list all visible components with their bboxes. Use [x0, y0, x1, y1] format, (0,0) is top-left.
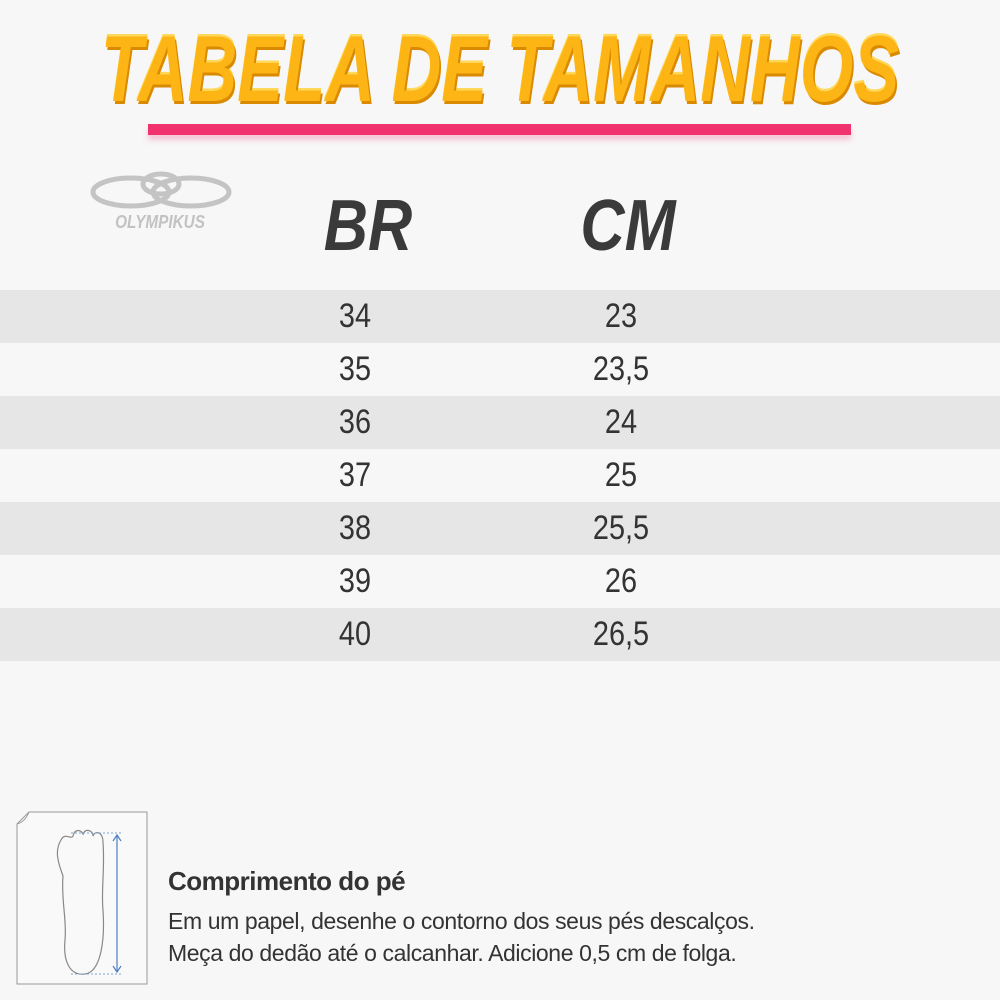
table-row: 34 23 — [0, 290, 1000, 343]
table-row: 37 25 — [0, 449, 1000, 502]
br-size: 34 — [338, 297, 372, 335]
br-size: 38 — [338, 509, 372, 547]
br-size: 37 — [338, 456, 372, 494]
cm-size: 23 — [604, 297, 638, 335]
br-size: 36 — [338, 403, 372, 441]
cm-size: 26 — [604, 562, 638, 600]
size-table: 34 23 35 23,5 36 24 37 25 38 25,5 39 26 40 26,5 — [0, 290, 1000, 661]
table-row: 40 26,5 — [0, 608, 1000, 661]
column-header-cm: CM — [580, 186, 676, 266]
table-row: 35 23,5 — [0, 343, 1000, 396]
br-size: 35 — [338, 350, 372, 388]
cm-size: 25,5 — [592, 509, 650, 547]
logo-text: OLYMPIKUS — [115, 212, 205, 232]
br-size: 40 — [338, 615, 372, 653]
cm-size: 23,5 — [592, 350, 650, 388]
cm-size: 25 — [604, 456, 638, 494]
title-underline — [148, 124, 851, 135]
table-row: 36 24 — [0, 396, 1000, 449]
cm-size: 26,5 — [592, 615, 650, 653]
footer-instruction-2: Meça do dedão até o calcanhar. Adicione … — [168, 940, 737, 966]
br-size: 39 — [338, 562, 372, 600]
footer-title: Comprimento do pé — [168, 866, 406, 896]
page-title: TABELA DE TAMANHOS — [100, 15, 900, 122]
cm-size: 24 — [604, 403, 638, 441]
foot-measure-icon — [16, 811, 148, 985]
olympikus-logo — [90, 171, 232, 209]
table-row: 39 26 — [0, 555, 1000, 608]
table-row: 38 25,5 — [0, 502, 1000, 555]
column-header-br: BR — [323, 186, 413, 266]
footer-instruction-1: Em um papel, desenhe o contorno dos seus… — [168, 908, 755, 934]
